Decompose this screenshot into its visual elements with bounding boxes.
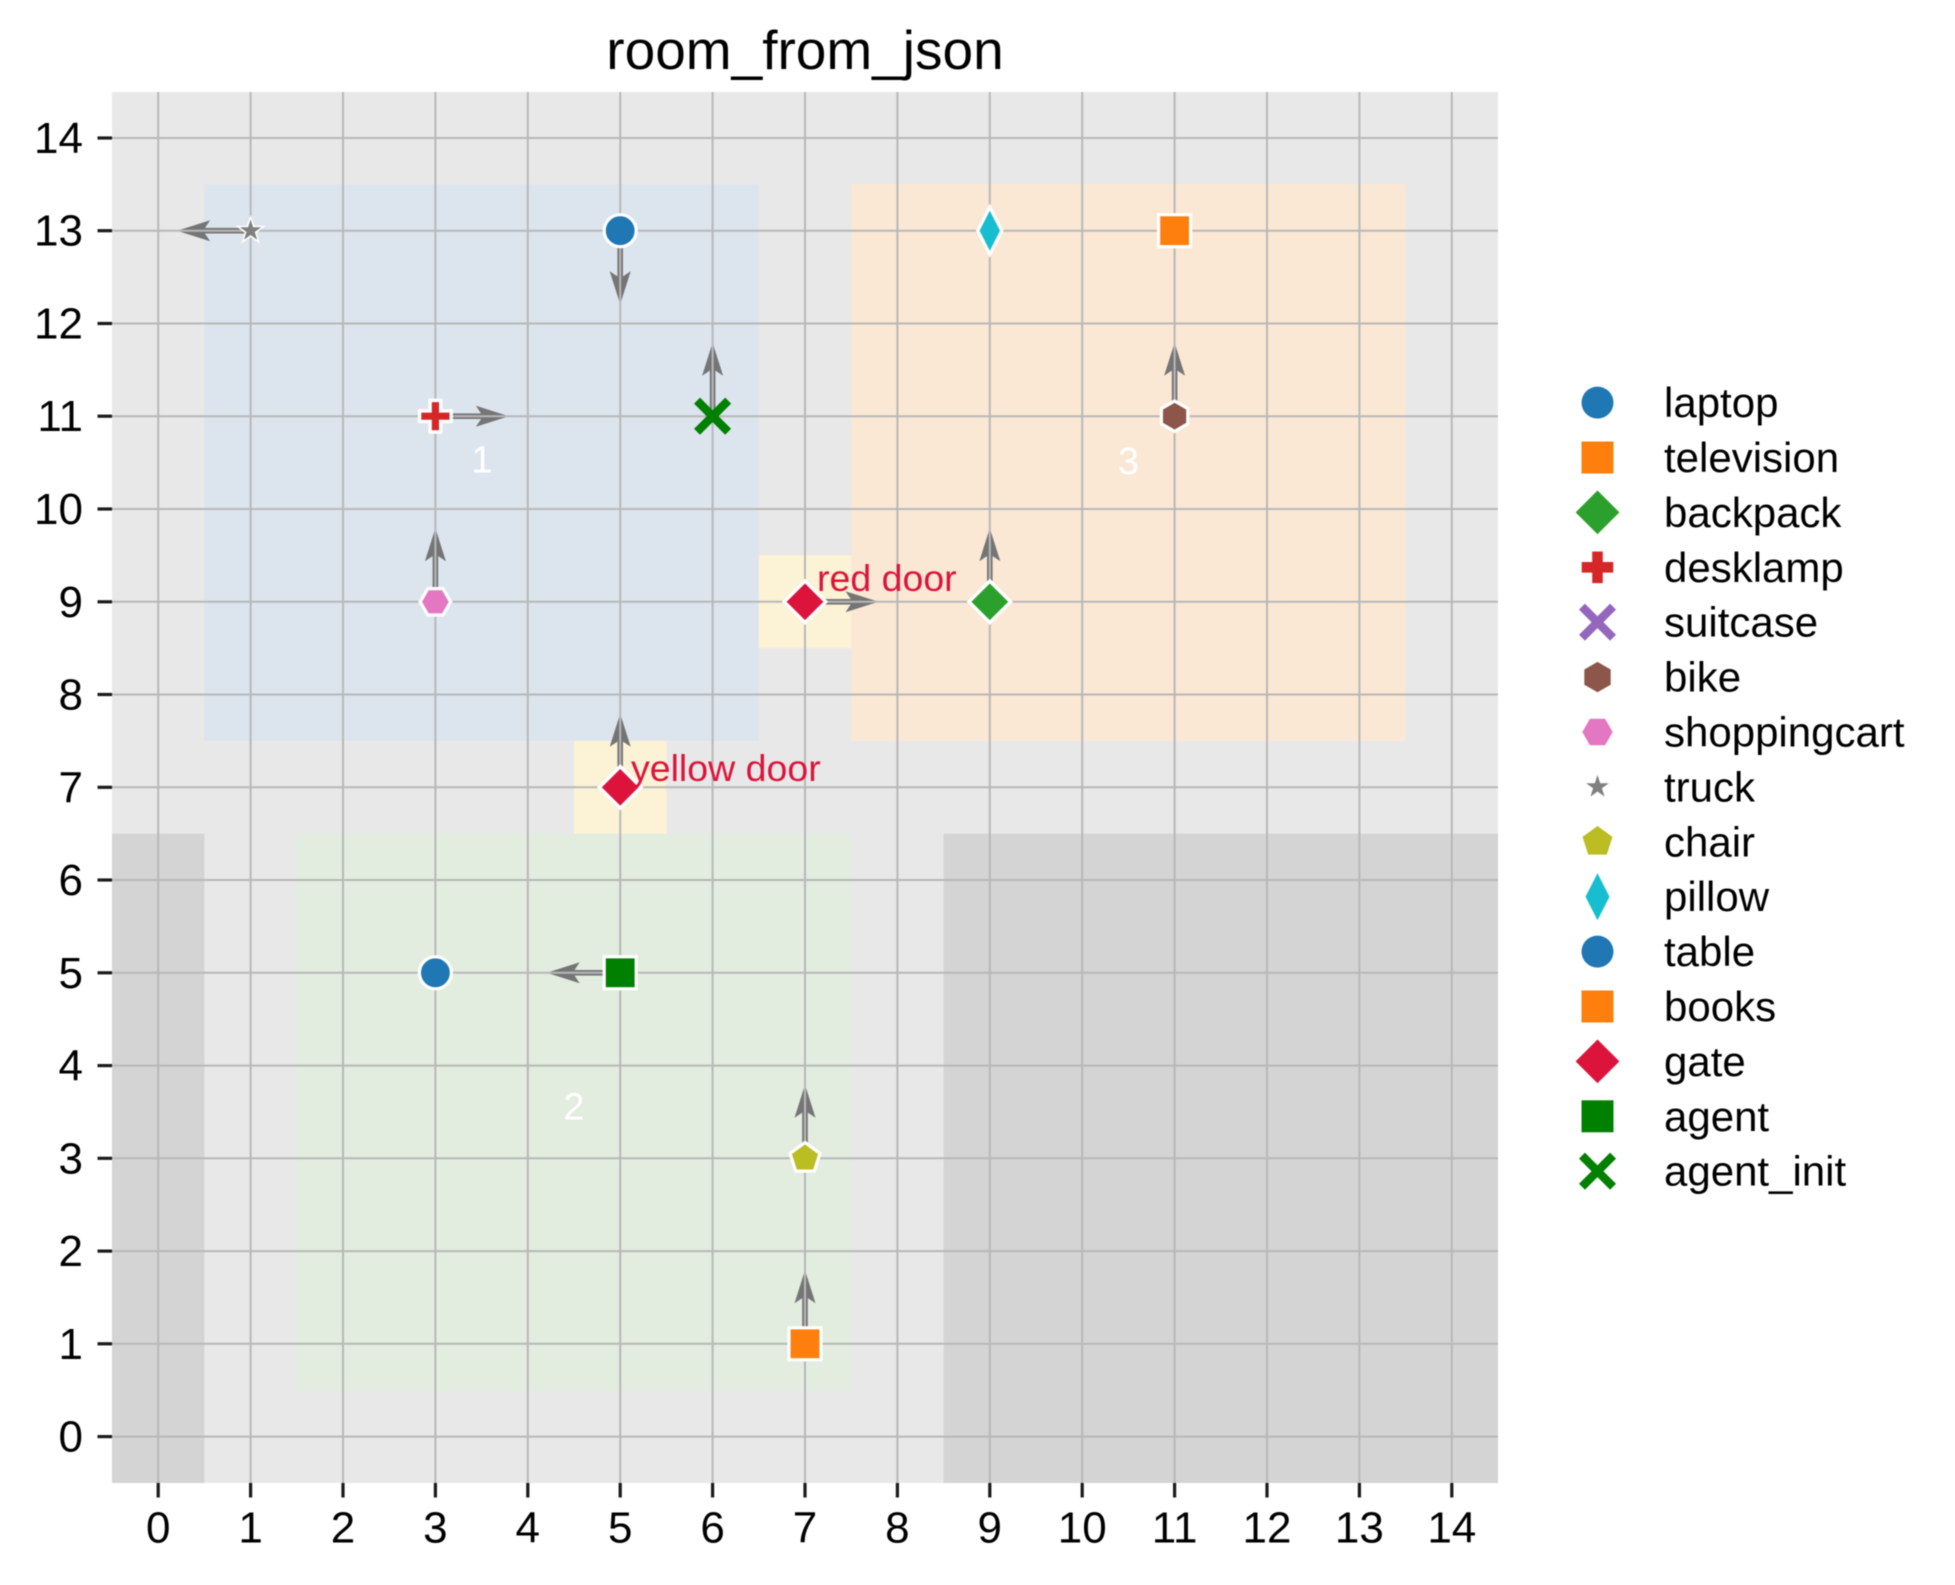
svg-text:6: 6 xyxy=(59,856,83,905)
svg-text:11: 11 xyxy=(37,392,83,441)
svg-text:1: 1 xyxy=(471,440,492,482)
svg-text:14: 14 xyxy=(34,114,83,163)
svg-text:5: 5 xyxy=(608,1504,632,1553)
svg-text:1: 1 xyxy=(238,1504,262,1553)
svg-text:agent_init: agent_init xyxy=(1664,1148,1846,1195)
svg-text:agent: agent xyxy=(1664,1093,1769,1140)
svg-text:books: books xyxy=(1664,983,1776,1030)
svg-text:10: 10 xyxy=(34,485,83,534)
svg-text:red door: red door xyxy=(817,557,957,599)
svg-text:5: 5 xyxy=(59,949,83,998)
svg-text:chair: chair xyxy=(1664,818,1755,865)
svg-text:room_from_json: room_from_json xyxy=(606,19,1003,81)
svg-text:bike: bike xyxy=(1664,654,1741,701)
svg-text:2: 2 xyxy=(331,1504,355,1553)
svg-text:pillow: pillow xyxy=(1664,873,1770,920)
svg-text:gate: gate xyxy=(1664,1038,1746,1085)
svg-text:3: 3 xyxy=(423,1504,447,1553)
svg-text:11: 11 xyxy=(1152,1504,1198,1553)
svg-text:10: 10 xyxy=(1058,1504,1107,1553)
svg-text:2: 2 xyxy=(563,1087,584,1129)
svg-text:0: 0 xyxy=(59,1413,83,1462)
svg-text:3: 3 xyxy=(59,1134,83,1183)
svg-text:9: 9 xyxy=(59,578,83,627)
svg-text:desklamp: desklamp xyxy=(1664,544,1844,591)
svg-text:suitcase: suitcase xyxy=(1664,599,1818,646)
svg-text:8: 8 xyxy=(59,671,83,720)
svg-text:table: table xyxy=(1664,928,1755,975)
svg-text:1: 1 xyxy=(59,1320,83,1369)
svg-text:laptop: laptop xyxy=(1664,379,1778,426)
svg-text:truck: truck xyxy=(1664,763,1756,810)
svg-text:12: 12 xyxy=(34,300,83,349)
svg-text:shoppingcart: shoppingcart xyxy=(1664,709,1905,756)
svg-text:14: 14 xyxy=(1427,1504,1476,1553)
svg-text:backpack: backpack xyxy=(1664,489,1842,536)
svg-text:13: 13 xyxy=(1335,1504,1384,1553)
svg-text:4: 4 xyxy=(516,1504,540,1553)
svg-text:8: 8 xyxy=(885,1504,909,1553)
svg-text:2: 2 xyxy=(59,1227,83,1276)
svg-text:13: 13 xyxy=(34,207,83,256)
svg-text:6: 6 xyxy=(700,1504,724,1553)
svg-text:4: 4 xyxy=(59,1042,83,1091)
svg-text:yellow door: yellow door xyxy=(631,747,821,789)
svg-text:7: 7 xyxy=(793,1504,817,1553)
svg-text:3: 3 xyxy=(1118,441,1139,483)
svg-text:12: 12 xyxy=(1243,1504,1292,1553)
svg-text:9: 9 xyxy=(978,1504,1002,1553)
svg-text:0: 0 xyxy=(146,1504,170,1553)
svg-text:7: 7 xyxy=(59,763,83,812)
svg-text:television: television xyxy=(1664,434,1839,481)
